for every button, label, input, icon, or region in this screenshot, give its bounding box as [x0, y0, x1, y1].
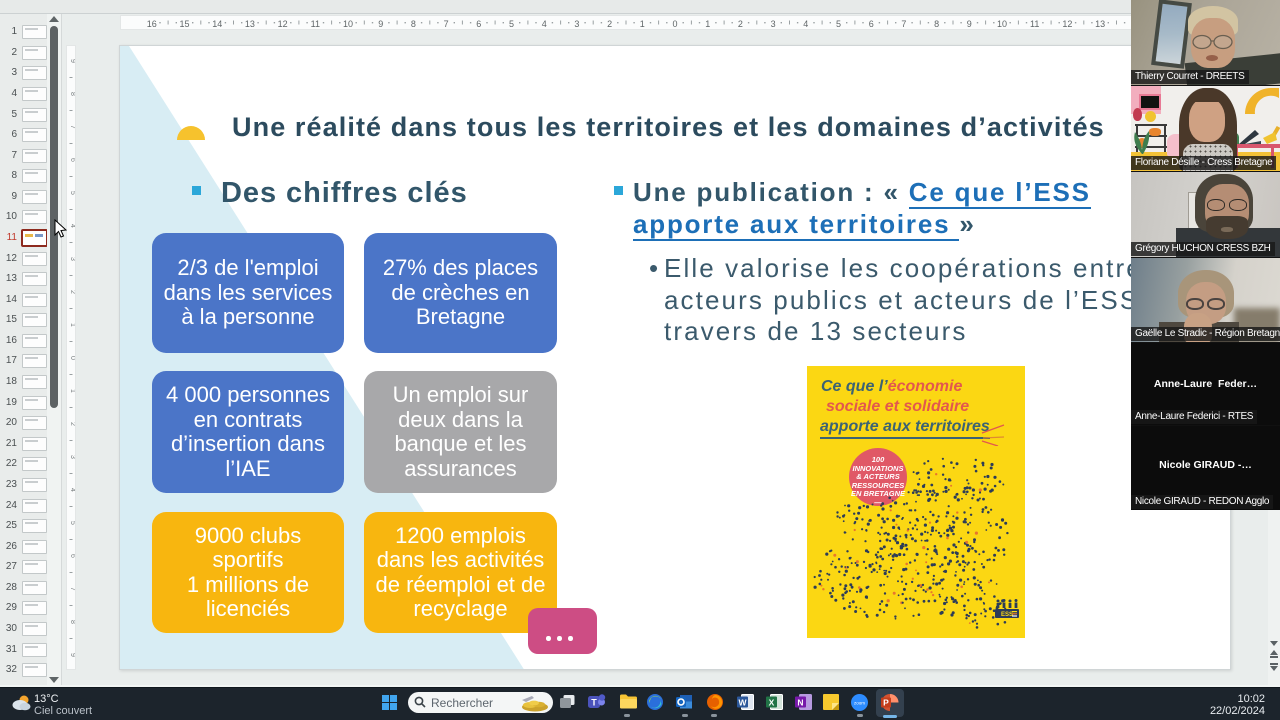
svg-text:11: 11 [1030, 19, 1039, 29]
svg-text:3: 3 [69, 257, 75, 261]
svg-text:12: 12 [278, 19, 288, 29]
svg-text:0: 0 [69, 356, 75, 360]
svg-text:13: 13 [1095, 19, 1105, 29]
svg-text:16: 16 [147, 19, 157, 29]
svg-text:2: 2 [607, 19, 612, 29]
svg-text:8: 8 [411, 19, 416, 29]
svg-text:3: 3 [69, 455, 75, 459]
svg-text:1: 1 [705, 19, 710, 29]
svg-text:W: W [738, 698, 747, 708]
svg-text:5: 5 [836, 19, 841, 29]
svg-text:7: 7 [69, 587, 75, 591]
svg-text:1: 1 [640, 19, 645, 29]
svg-text:5: 5 [509, 19, 514, 29]
svg-text:8: 8 [69, 620, 75, 624]
svg-text:1: 1 [69, 389, 75, 393]
svg-text:6: 6 [69, 554, 75, 558]
svg-text:N: N [797, 698, 803, 708]
svg-text:3: 3 [574, 19, 579, 29]
svg-text:7: 7 [69, 125, 75, 129]
svg-text:6: 6 [476, 19, 481, 29]
svg-text:15: 15 [179, 19, 189, 29]
svg-text:6: 6 [869, 19, 874, 29]
svg-text:9: 9 [378, 19, 383, 29]
svg-text:7: 7 [901, 19, 906, 29]
svg-text:3: 3 [771, 19, 776, 29]
svg-text:0: 0 [672, 19, 677, 29]
svg-text:4: 4 [69, 224, 75, 228]
svg-text:4: 4 [803, 19, 808, 29]
svg-text:12: 12 [1062, 19, 1072, 29]
svg-text:13: 13 [245, 19, 255, 29]
svg-text:X: X [769, 698, 775, 708]
svg-text:11: 11 [311, 19, 320, 29]
svg-text:1: 1 [69, 323, 75, 327]
svg-text:9: 9 [69, 59, 75, 63]
svg-text:6: 6 [69, 158, 75, 162]
svg-text:9: 9 [967, 19, 972, 29]
svg-text:10: 10 [343, 19, 353, 29]
svg-text:ESS: ESS [1001, 612, 1013, 618]
svg-text:zoom: zoom [854, 701, 865, 706]
svg-text:4: 4 [69, 488, 75, 492]
svg-text:8: 8 [69, 92, 75, 96]
svg-text:14: 14 [212, 19, 222, 29]
svg-text:P: P [883, 698, 889, 708]
svg-text:2: 2 [69, 422, 75, 426]
svg-text:4: 4 [542, 19, 547, 29]
svg-text:8: 8 [934, 19, 939, 29]
svg-text:7: 7 [444, 19, 449, 29]
svg-text:2: 2 [738, 19, 743, 29]
svg-text:10: 10 [997, 19, 1007, 29]
svg-text:5: 5 [69, 191, 75, 195]
svg-text:T: T [591, 698, 597, 708]
svg-text:5: 5 [69, 521, 75, 525]
svg-text:9: 9 [69, 653, 75, 657]
svg-text:2: 2 [69, 290, 75, 294]
